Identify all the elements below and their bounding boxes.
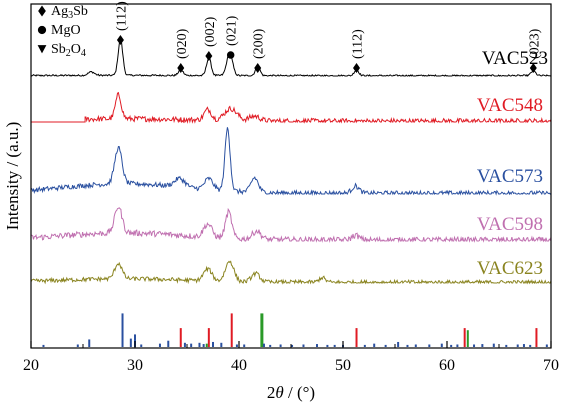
legend-label-text: Sb: [51, 42, 66, 57]
peak-label: (020): [175, 28, 190, 59]
series-label: VAC573: [477, 166, 543, 187]
series-line: [31, 91, 552, 124]
x-axis-label-suffix: / (°): [284, 383, 315, 402]
peak-marker: [177, 63, 185, 73]
series-line: [30, 38, 552, 77]
legend-label: Sb2O4: [51, 42, 86, 59]
peak-marker: [254, 63, 262, 73]
series-label-layer: VAC523 VAC548 VAC573 VAC598 VAC623: [477, 48, 548, 279]
legend-label-text: O: [71, 42, 81, 57]
peak-label: (002): [203, 16, 218, 47]
legend-label-text: Ag: [51, 4, 68, 19]
y-axis-label: Intensity / (a.u.): [3, 122, 22, 231]
peak-marker: [205, 51, 213, 61]
peak-marker: [226, 51, 235, 59]
legend-label-subscript: 2: [66, 48, 71, 59]
legend-marker: [37, 45, 47, 54]
legend-label-subscript: 3: [68, 10, 73, 21]
reference-pattern-layer: [42, 313, 548, 347]
x-tick-label: 60: [439, 357, 455, 374]
series-label: VAC623: [477, 258, 543, 279]
legend-label-text: MgO: [51, 23, 81, 38]
x-tick-label: 40: [231, 357, 247, 374]
x-tick-label: 30: [127, 357, 143, 374]
series-label: VAC548: [477, 95, 543, 116]
series-line: [30, 127, 552, 196]
x-tick-label: 50: [335, 357, 351, 374]
series-line: [30, 207, 552, 243]
legend-label: MgO: [51, 23, 81, 38]
x-axis-label: 2θ / (°): [267, 383, 315, 402]
axes: 20 30 40 50 60 70: [23, 341, 559, 374]
peak-marker: [116, 35, 124, 45]
legend-label-text: Sb: [73, 4, 88, 19]
peak-marker: [529, 63, 537, 73]
series-layer: [30, 38, 552, 285]
series-label: VAC598: [477, 214, 543, 235]
legend-label: Ag3Sb: [51, 4, 88, 21]
x-axis-label-variable: θ: [275, 383, 283, 402]
series-line: [30, 260, 552, 285]
series-label: VAC523: [482, 48, 548, 69]
peak-label: (021): [225, 15, 240, 46]
x-tick-label: 20: [23, 357, 39, 374]
peak-label: (200): [252, 28, 267, 59]
peak-label: (023): [527, 28, 542, 59]
peak-annotation-layer: (112) (020) (002) (021) (200) (112) (023): [114, 1, 542, 73]
peak-label: (112): [351, 29, 366, 59]
peak-marker: [353, 63, 361, 73]
legend-marker: [38, 5, 46, 17]
peak-label: (112): [114, 1, 129, 31]
legend-marker: [37, 25, 47, 35]
x-tick-label: 70: [543, 357, 559, 374]
x-axis-label-prefix: 2: [267, 383, 276, 402]
plot-frame: [30, 3, 552, 349]
legend-label-subscript: 4: [81, 48, 86, 59]
